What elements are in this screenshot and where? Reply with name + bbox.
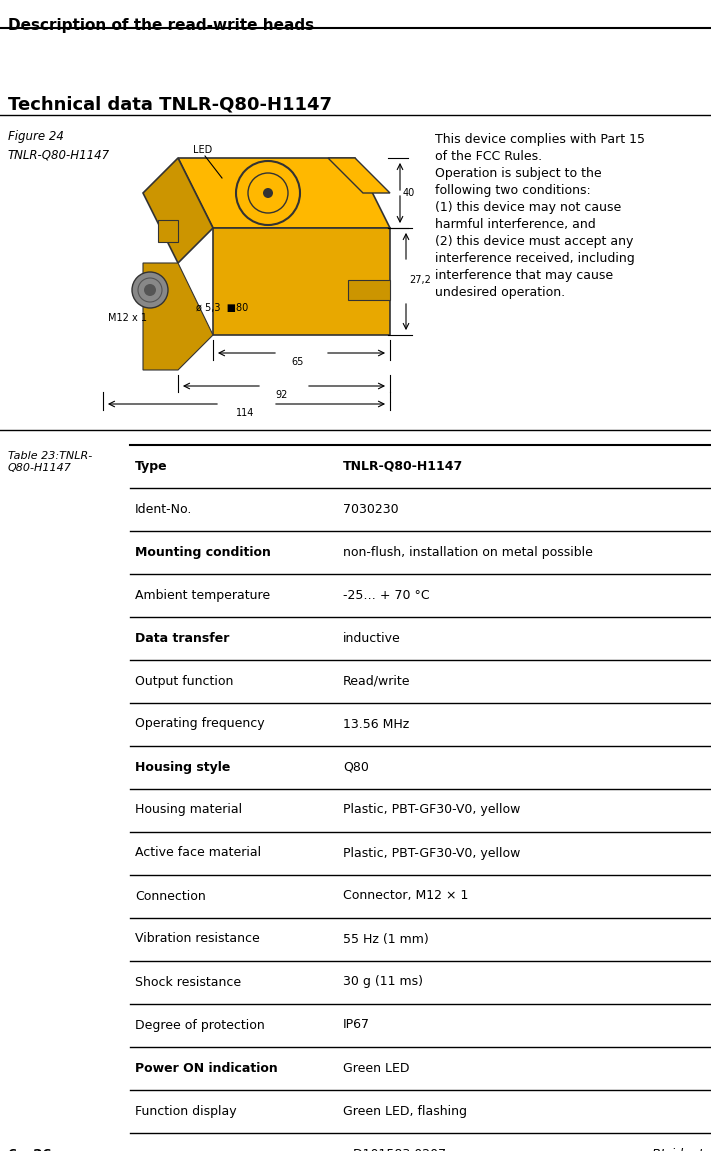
Text: This device complies with Part 15: This device complies with Part 15 — [435, 134, 645, 146]
Text: Figure 24: Figure 24 — [8, 130, 64, 143]
Text: 55 Hz (1 mm): 55 Hz (1 mm) — [343, 932, 429, 945]
Text: BL ident: BL ident — [651, 1148, 703, 1151]
Text: Ambient temperature: Ambient temperature — [135, 588, 270, 602]
Text: 7030230: 7030230 — [343, 503, 399, 516]
Text: Technical data TNLR-Q80-H1147: Technical data TNLR-Q80-H1147 — [8, 96, 332, 113]
Text: Description of the read-write heads: Description of the read-write heads — [8, 18, 314, 33]
Text: Ident-No.: Ident-No. — [135, 503, 193, 516]
Polygon shape — [178, 158, 390, 228]
Text: 6 – 26: 6 – 26 — [8, 1148, 52, 1151]
Polygon shape — [143, 262, 213, 369]
Text: 13.56 MHz: 13.56 MHz — [343, 717, 410, 731]
Text: Function display: Function display — [135, 1105, 237, 1118]
Text: ø 5,3  ■80: ø 5,3 ■80 — [196, 303, 248, 313]
Text: Table 23:TNLR-
Q80-H1147: Table 23:TNLR- Q80-H1147 — [8, 451, 92, 473]
Text: 65: 65 — [292, 357, 304, 367]
Text: TNLR-Q80-H1147: TNLR-Q80-H1147 — [8, 148, 110, 161]
Text: (2) this device must accept any: (2) this device must accept any — [435, 235, 634, 247]
Text: (1) this device may not cause: (1) this device may not cause — [435, 201, 621, 214]
Text: LED: LED — [193, 145, 213, 155]
Text: inductive: inductive — [343, 632, 401, 645]
Text: of the FCC Rules.: of the FCC Rules. — [435, 150, 542, 163]
Text: harmful interference, and: harmful interference, and — [435, 218, 596, 231]
Text: 114: 114 — [236, 407, 255, 418]
Text: Active face material: Active face material — [135, 846, 261, 860]
Polygon shape — [143, 158, 213, 262]
Text: Data transfer: Data transfer — [135, 632, 230, 645]
Text: IP67: IP67 — [343, 1019, 370, 1031]
Polygon shape — [348, 280, 390, 300]
Text: D101583 0207: D101583 0207 — [353, 1148, 447, 1151]
Text: following two conditions:: following two conditions: — [435, 184, 591, 197]
Text: Output function: Output function — [135, 674, 233, 687]
Text: undesired operation.: undesired operation. — [435, 285, 565, 299]
Text: Connector, M12 × 1: Connector, M12 × 1 — [343, 890, 469, 902]
Text: Degree of protection: Degree of protection — [135, 1019, 264, 1031]
Text: Type: Type — [135, 459, 168, 473]
Text: M12 x 1: M12 x 1 — [108, 313, 147, 323]
Text: interference received, including: interference received, including — [435, 252, 635, 265]
Circle shape — [144, 284, 156, 296]
Text: Green LED: Green LED — [343, 1061, 410, 1075]
Text: Plastic, PBT-GF30-V0, yellow: Plastic, PBT-GF30-V0, yellow — [343, 846, 520, 860]
Text: 27,2: 27,2 — [409, 275, 431, 285]
Text: Shock resistance: Shock resistance — [135, 976, 241, 989]
Text: TNLR-Q80-H1147: TNLR-Q80-H1147 — [343, 459, 464, 473]
Text: Housing material: Housing material — [135, 803, 242, 816]
Text: Q80: Q80 — [343, 761, 369, 773]
Circle shape — [263, 188, 273, 198]
Text: Housing style: Housing style — [135, 761, 230, 773]
Text: Vibration resistance: Vibration resistance — [135, 932, 260, 945]
Circle shape — [132, 272, 168, 308]
Text: Read/write: Read/write — [343, 674, 410, 687]
Text: Green LED, flashing: Green LED, flashing — [343, 1105, 467, 1118]
Text: Plastic, PBT-GF30-V0, yellow: Plastic, PBT-GF30-V0, yellow — [343, 803, 520, 816]
Polygon shape — [328, 158, 390, 193]
Text: -25… + 70 °C: -25… + 70 °C — [343, 588, 429, 602]
Polygon shape — [158, 220, 178, 242]
Polygon shape — [213, 228, 390, 335]
Text: Power ON indication: Power ON indication — [135, 1061, 278, 1075]
Text: 92: 92 — [276, 390, 288, 401]
Text: Mounting condition: Mounting condition — [135, 546, 271, 558]
Text: Connection: Connection — [135, 890, 205, 902]
Text: non-flush, installation on metal possible: non-flush, installation on metal possibl… — [343, 546, 593, 558]
Text: 30 g (11 ms): 30 g (11 ms) — [343, 976, 423, 989]
Text: 40: 40 — [403, 188, 415, 198]
Text: interference that may cause: interference that may cause — [435, 269, 613, 282]
Text: Operating frequency: Operating frequency — [135, 717, 264, 731]
Text: Operation is subject to the: Operation is subject to the — [435, 167, 602, 180]
